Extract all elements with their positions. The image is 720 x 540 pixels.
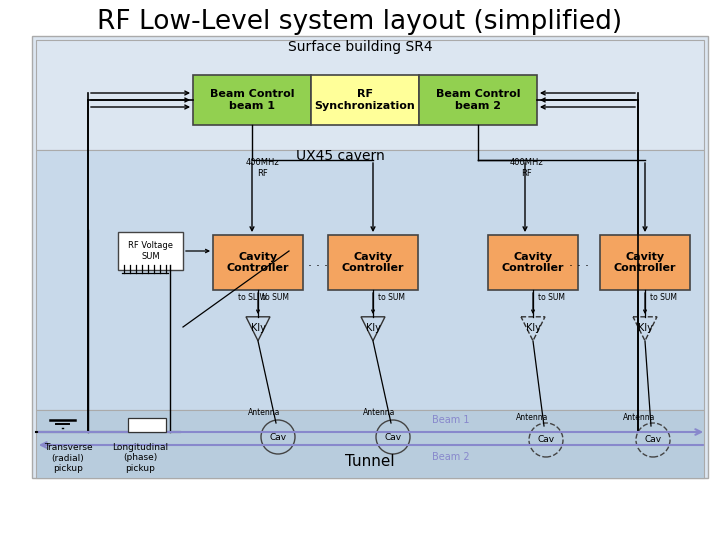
Text: Cav: Cav: [644, 435, 662, 444]
Text: Kly: Kly: [638, 322, 652, 333]
Text: Cavity
Controller: Cavity Controller: [613, 252, 676, 273]
Text: Cavity
Controller: Cavity Controller: [227, 252, 289, 273]
Text: Antenna: Antenna: [623, 413, 655, 422]
Text: Cav: Cav: [269, 433, 287, 442]
Text: Cav: Cav: [384, 433, 402, 442]
Text: to SUM: to SUM: [377, 294, 405, 302]
FancyBboxPatch shape: [311, 75, 419, 125]
FancyBboxPatch shape: [128, 418, 166, 432]
FancyBboxPatch shape: [32, 36, 708, 478]
FancyBboxPatch shape: [36, 410, 704, 478]
Text: Longitudinal
(phase)
pickup: Longitudinal (phase) pickup: [112, 443, 168, 473]
FancyBboxPatch shape: [193, 75, 311, 125]
Text: Antenna: Antenna: [363, 408, 395, 417]
Text: UX45 cavern: UX45 cavern: [296, 149, 384, 163]
Text: Beam 2: Beam 2: [432, 452, 469, 462]
Text: Surface building SR4: Surface building SR4: [288, 40, 432, 54]
Text: RF Voltage
SUM: RF Voltage SUM: [128, 241, 173, 261]
FancyBboxPatch shape: [600, 235, 690, 290]
Text: Antenna: Antenna: [516, 413, 548, 422]
Text: 400MHz
RF: 400MHz RF: [246, 158, 280, 178]
Text: . . .: . . .: [308, 256, 328, 269]
Text: Antenna: Antenna: [248, 408, 280, 417]
Text: Kly: Kly: [251, 322, 266, 333]
Text: Transverse
(radial)
pickup: Transverse (radial) pickup: [44, 443, 92, 473]
FancyBboxPatch shape: [36, 40, 704, 150]
FancyBboxPatch shape: [328, 235, 418, 290]
FancyBboxPatch shape: [36, 150, 704, 410]
Text: to SUM: to SUM: [649, 294, 677, 302]
Text: Tunnel: Tunnel: [345, 455, 395, 469]
Text: to SUM: to SUM: [263, 294, 289, 302]
Text: . . .: . . .: [569, 256, 589, 269]
Text: Beam 1: Beam 1: [432, 415, 469, 425]
FancyBboxPatch shape: [213, 235, 303, 290]
Text: Cavity
Controller: Cavity Controller: [342, 252, 404, 273]
FancyBboxPatch shape: [118, 232, 183, 270]
FancyBboxPatch shape: [488, 235, 578, 290]
Text: RF
Synchronization: RF Synchronization: [315, 89, 415, 111]
Text: Beam Control
beam 2: Beam Control beam 2: [436, 89, 521, 111]
Text: Kly: Kly: [366, 322, 380, 333]
FancyBboxPatch shape: [419, 75, 537, 125]
Text: to SL W: to SL W: [238, 294, 268, 302]
Text: Cavity
Controller: Cavity Controller: [502, 252, 564, 273]
Text: Beam Control
beam 1: Beam Control beam 1: [210, 89, 294, 111]
Text: to SUM: to SUM: [538, 294, 564, 302]
Text: 400MHz
RF: 400MHz RF: [510, 158, 544, 178]
Text: Cav: Cav: [537, 435, 554, 444]
Text: Kly: Kly: [526, 322, 541, 333]
Text: RF Low-Level system layout (simplified): RF Low-Level system layout (simplified): [97, 9, 623, 35]
